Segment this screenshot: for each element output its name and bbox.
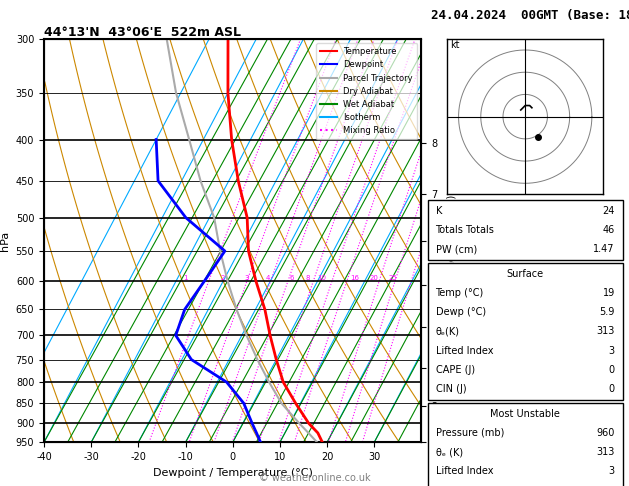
Text: K: K: [435, 206, 442, 215]
FancyBboxPatch shape: [428, 200, 623, 260]
Text: 1.47: 1.47: [593, 244, 615, 254]
Text: 960: 960: [596, 428, 615, 438]
Text: 3: 3: [609, 346, 615, 356]
Text: 19: 19: [603, 288, 615, 298]
Text: 24.04.2024  00GMT (Base: 18): 24.04.2024 00GMT (Base: 18): [431, 9, 629, 22]
Legend: Temperature, Dewpoint, Parcel Trajectory, Dry Adiabat, Wet Adiabat, Isotherm, Mi: Temperature, Dewpoint, Parcel Trajectory…: [316, 43, 417, 139]
Text: θₑ(K): θₑ(K): [435, 326, 460, 336]
Text: Most Unstable: Most Unstable: [490, 409, 560, 418]
Text: Pressure (mb): Pressure (mb): [435, 428, 504, 438]
Text: 2: 2: [221, 276, 225, 281]
Text: 25: 25: [389, 276, 398, 281]
Text: CIN (J): CIN (J): [435, 384, 466, 394]
Text: 10: 10: [318, 276, 326, 281]
Text: © weatheronline.co.uk: © weatheronline.co.uk: [259, 473, 370, 483]
Text: Mixing Ratio (g/kg): Mixing Ratio (g/kg): [447, 194, 457, 287]
Text: CAPE (J): CAPE (J): [435, 365, 475, 375]
Text: 5.9: 5.9: [599, 307, 615, 317]
Text: 1: 1: [183, 276, 187, 281]
FancyBboxPatch shape: [428, 403, 623, 486]
Text: 44°13'N  43°06'E  522m ASL: 44°13'N 43°06'E 522m ASL: [44, 26, 241, 39]
Text: PW (cm): PW (cm): [435, 244, 477, 254]
Text: 313: 313: [596, 447, 615, 457]
Text: 0: 0: [609, 384, 615, 394]
Text: LCL: LCL: [429, 378, 444, 387]
Text: 20: 20: [369, 276, 379, 281]
Y-axis label: km
ASL: km ASL: [443, 231, 465, 250]
Text: 0: 0: [609, 365, 615, 375]
Text: 24: 24: [603, 206, 615, 215]
X-axis label: Dewpoint / Temperature (°C): Dewpoint / Temperature (°C): [153, 468, 313, 478]
Text: 6: 6: [289, 276, 294, 281]
Text: 313: 313: [596, 326, 615, 336]
Text: 16: 16: [350, 276, 360, 281]
Text: Temp (°C): Temp (°C): [435, 288, 484, 298]
Text: Lifted Index: Lifted Index: [435, 467, 493, 476]
Text: θₑ (K): θₑ (K): [435, 447, 463, 457]
Text: Totals Totals: Totals Totals: [435, 225, 494, 235]
Text: 3: 3: [609, 467, 615, 476]
Text: 3: 3: [244, 276, 249, 281]
Text: Dewp (°C): Dewp (°C): [435, 307, 486, 317]
Text: 46: 46: [603, 225, 615, 235]
FancyBboxPatch shape: [428, 263, 623, 400]
Y-axis label: hPa: hPa: [0, 230, 10, 251]
Text: Surface: Surface: [506, 269, 544, 278]
Text: 8: 8: [306, 276, 310, 281]
Text: Lifted Index: Lifted Index: [435, 346, 493, 356]
Text: 4: 4: [265, 276, 270, 281]
Text: kt: kt: [450, 40, 459, 50]
